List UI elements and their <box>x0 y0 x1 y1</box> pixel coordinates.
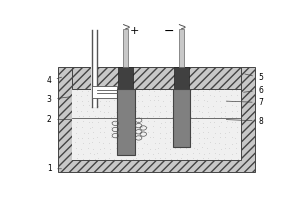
Text: 4: 4 <box>47 76 52 85</box>
Bar <box>72 89 241 160</box>
Bar <box>174 67 189 89</box>
Text: +: + <box>129 26 139 36</box>
Text: 6: 6 <box>258 86 263 95</box>
Bar <box>72 67 241 160</box>
Text: 5: 5 <box>258 73 263 82</box>
Text: −: − <box>164 24 174 37</box>
Text: 7: 7 <box>258 98 263 107</box>
Text: 2: 2 <box>47 115 52 124</box>
Bar <box>91 30 98 107</box>
Bar <box>117 89 135 155</box>
Bar <box>118 67 134 89</box>
Text: 1: 1 <box>47 164 52 173</box>
Bar <box>173 89 190 147</box>
Bar <box>72 67 241 89</box>
Text: 8: 8 <box>258 117 263 126</box>
Bar <box>123 29 128 67</box>
Bar <box>92 86 117 98</box>
Bar <box>179 29 184 67</box>
Text: 3: 3 <box>47 95 52 104</box>
Bar <box>58 67 255 172</box>
